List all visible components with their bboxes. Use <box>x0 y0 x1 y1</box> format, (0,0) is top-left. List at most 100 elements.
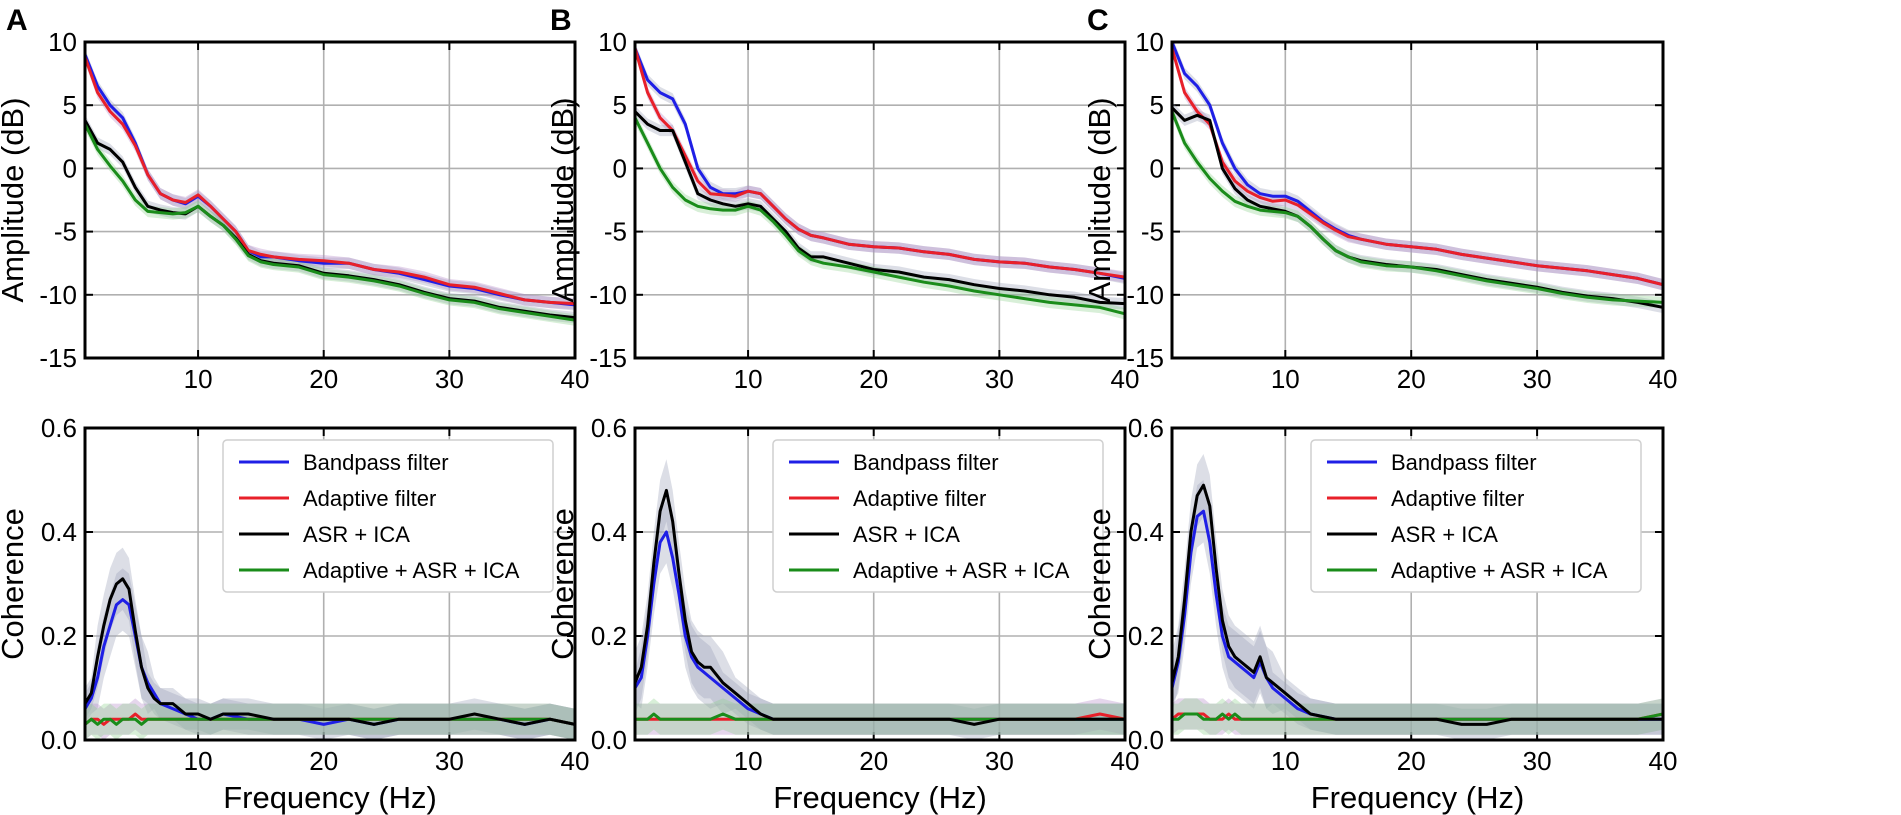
plot-area <box>635 42 1125 320</box>
legend-label: Adaptive + ASR + ICA <box>303 558 520 583</box>
plot-frame <box>83 426 577 742</box>
series-line-asr-ica <box>85 577 575 726</box>
legend-label: ASR + ICA <box>853 522 960 547</box>
x-tick-label: 40 <box>1111 746 1140 776</box>
legend-box <box>772 439 1104 593</box>
x-tick-label: 10 <box>184 364 213 394</box>
y-axis-label: Coherence <box>545 508 580 660</box>
y-tick-label: 0.6 <box>41 413 77 443</box>
x-tick-label: 30 <box>435 364 464 394</box>
band-adaptive <box>635 698 1125 735</box>
series-line-adaptive <box>1172 47 1663 287</box>
plot-area <box>635 459 1125 740</box>
y-tick-label: 0.4 <box>591 517 627 547</box>
band-adaptive-asr-ica <box>635 112 1125 320</box>
y-tick-label: -5 <box>1141 217 1164 247</box>
band-asr-ica <box>85 547 575 740</box>
chart-c-coherence: 10 20 30 40 0.6 0.4 0.2 0.0 Coherence Frequency (… <box>1082 413 1677 815</box>
legend-label: Adaptive + ASR + ICA <box>853 558 1070 583</box>
band-asr-ica <box>1172 454 1663 740</box>
series-line-asr-ica <box>1172 483 1663 726</box>
x-tick-label: 30 <box>435 746 464 776</box>
y-tick-label: 5 <box>613 90 627 120</box>
panel-letter-b: B <box>550 4 572 37</box>
y-axis-label: Amplitude (dB) <box>1082 97 1117 302</box>
y-tick-label: 10 <box>1135 27 1164 57</box>
x-tick-label: 40 <box>561 364 590 394</box>
legend-box <box>222 439 554 593</box>
y-axis-label: Coherence <box>0 508 30 660</box>
legend-label: Adaptive filter <box>853 486 986 511</box>
band-asr-ica <box>85 114 575 324</box>
x-tick-label: 20 <box>859 746 888 776</box>
x-tick-label: 20 <box>1397 364 1426 394</box>
x-tick-label: 20 <box>1397 746 1426 776</box>
y-tick-label: 0 <box>63 153 77 183</box>
series-line-adaptive <box>635 47 1125 279</box>
series-line-adaptive-asr-ica <box>635 117 1125 316</box>
series-line-adaptive-asr-ica <box>85 123 575 322</box>
y-tick-label: -15 <box>39 343 77 373</box>
legend-label: Adaptive filter <box>303 486 436 511</box>
band-asr-ica <box>635 459 1125 740</box>
legend-label: Adaptive + ASR + ICA <box>1391 558 1608 583</box>
y-tick-label: -10 <box>39 280 77 310</box>
y-tick-label: 0.6 <box>1128 413 1164 443</box>
y-axis-label: Coherence <box>1082 508 1117 660</box>
y-tick-label: -5 <box>54 217 77 247</box>
chart-a-amplitude: 10 20 30 40 10 5 0 -5 -10 -15 Amplitude (dB) <box>0 27 589 394</box>
plot-area <box>1172 454 1663 740</box>
y-tick-label: 0.6 <box>591 413 627 443</box>
plot-area <box>85 547 575 740</box>
y-axis-label: Amplitude (dB) <box>0 97 30 302</box>
x-tick-label: 10 <box>734 364 763 394</box>
x-axis-label: Frequency (Hz) <box>1311 780 1525 815</box>
y-tick-label: 5 <box>63 90 77 120</box>
legend: Bandpass filter Adaptive filter ASR + ICA A… <box>1310 439 1642 593</box>
series-line-asr-ica <box>635 488 1125 726</box>
band-bandpass <box>635 500 1125 735</box>
x-tick-label: 20 <box>859 364 888 394</box>
x-tick-label: 40 <box>1649 746 1678 776</box>
y-tick-label: 0 <box>1150 153 1164 183</box>
x-tick-label: 30 <box>1523 364 1552 394</box>
x-tick-label: 40 <box>1111 364 1140 394</box>
x-tick-label: 40 <box>1649 364 1678 394</box>
legend-label: Bandpass filter <box>303 450 449 475</box>
legend-box <box>1310 439 1642 593</box>
x-axis-label: Frequency (Hz) <box>773 780 987 815</box>
y-tick-label: 0.0 <box>41 725 77 755</box>
legend-label: Adaptive filter <box>1391 486 1524 511</box>
y-tick-label: 0.0 <box>591 725 627 755</box>
y-tick-label: -10 <box>589 280 627 310</box>
x-tick-label: 30 <box>1523 746 1552 776</box>
y-tick-label: -15 <box>1126 343 1164 373</box>
x-tick-label: 20 <box>309 364 338 394</box>
x-axis-label: Frequency (Hz) <box>223 780 437 815</box>
legend-label: ASR + ICA <box>1391 522 1498 547</box>
y-tick-label: 10 <box>48 27 77 57</box>
band-adaptive <box>1172 42 1663 291</box>
band-bandpass <box>1172 480 1663 735</box>
series-line-asr-ica <box>635 110 1125 306</box>
x-tick-label: 10 <box>734 746 763 776</box>
y-tick-label: 0.2 <box>591 621 627 651</box>
y-tick-label: 0.4 <box>1128 517 1164 547</box>
plot-frame <box>1170 426 1665 742</box>
x-tick-label: 10 <box>1271 746 1300 776</box>
x-tick-label: 30 <box>985 746 1014 776</box>
plot-area <box>1172 42 1663 314</box>
y-tick-label: 0.2 <box>41 621 77 651</box>
panel-letter-c: C <box>1087 4 1109 37</box>
chart-c-amplitude: 10 20 30 40 10 5 0 -5 -10 -15 Amplitude (dB) <box>1082 27 1677 394</box>
y-tick-label: 0 <box>613 153 627 183</box>
series-line-adaptive <box>85 56 575 306</box>
plot-frame <box>633 426 1127 742</box>
y-tick-label: 0.0 <box>1128 725 1164 755</box>
x-tick-label: 40 <box>561 746 590 776</box>
plot-frame <box>633 40 1127 360</box>
legend: Bandpass filter Adaptive filter ASR + ICA A… <box>222 439 554 593</box>
y-tick-label: 10 <box>598 27 627 57</box>
x-tick-label: 20 <box>309 746 338 776</box>
